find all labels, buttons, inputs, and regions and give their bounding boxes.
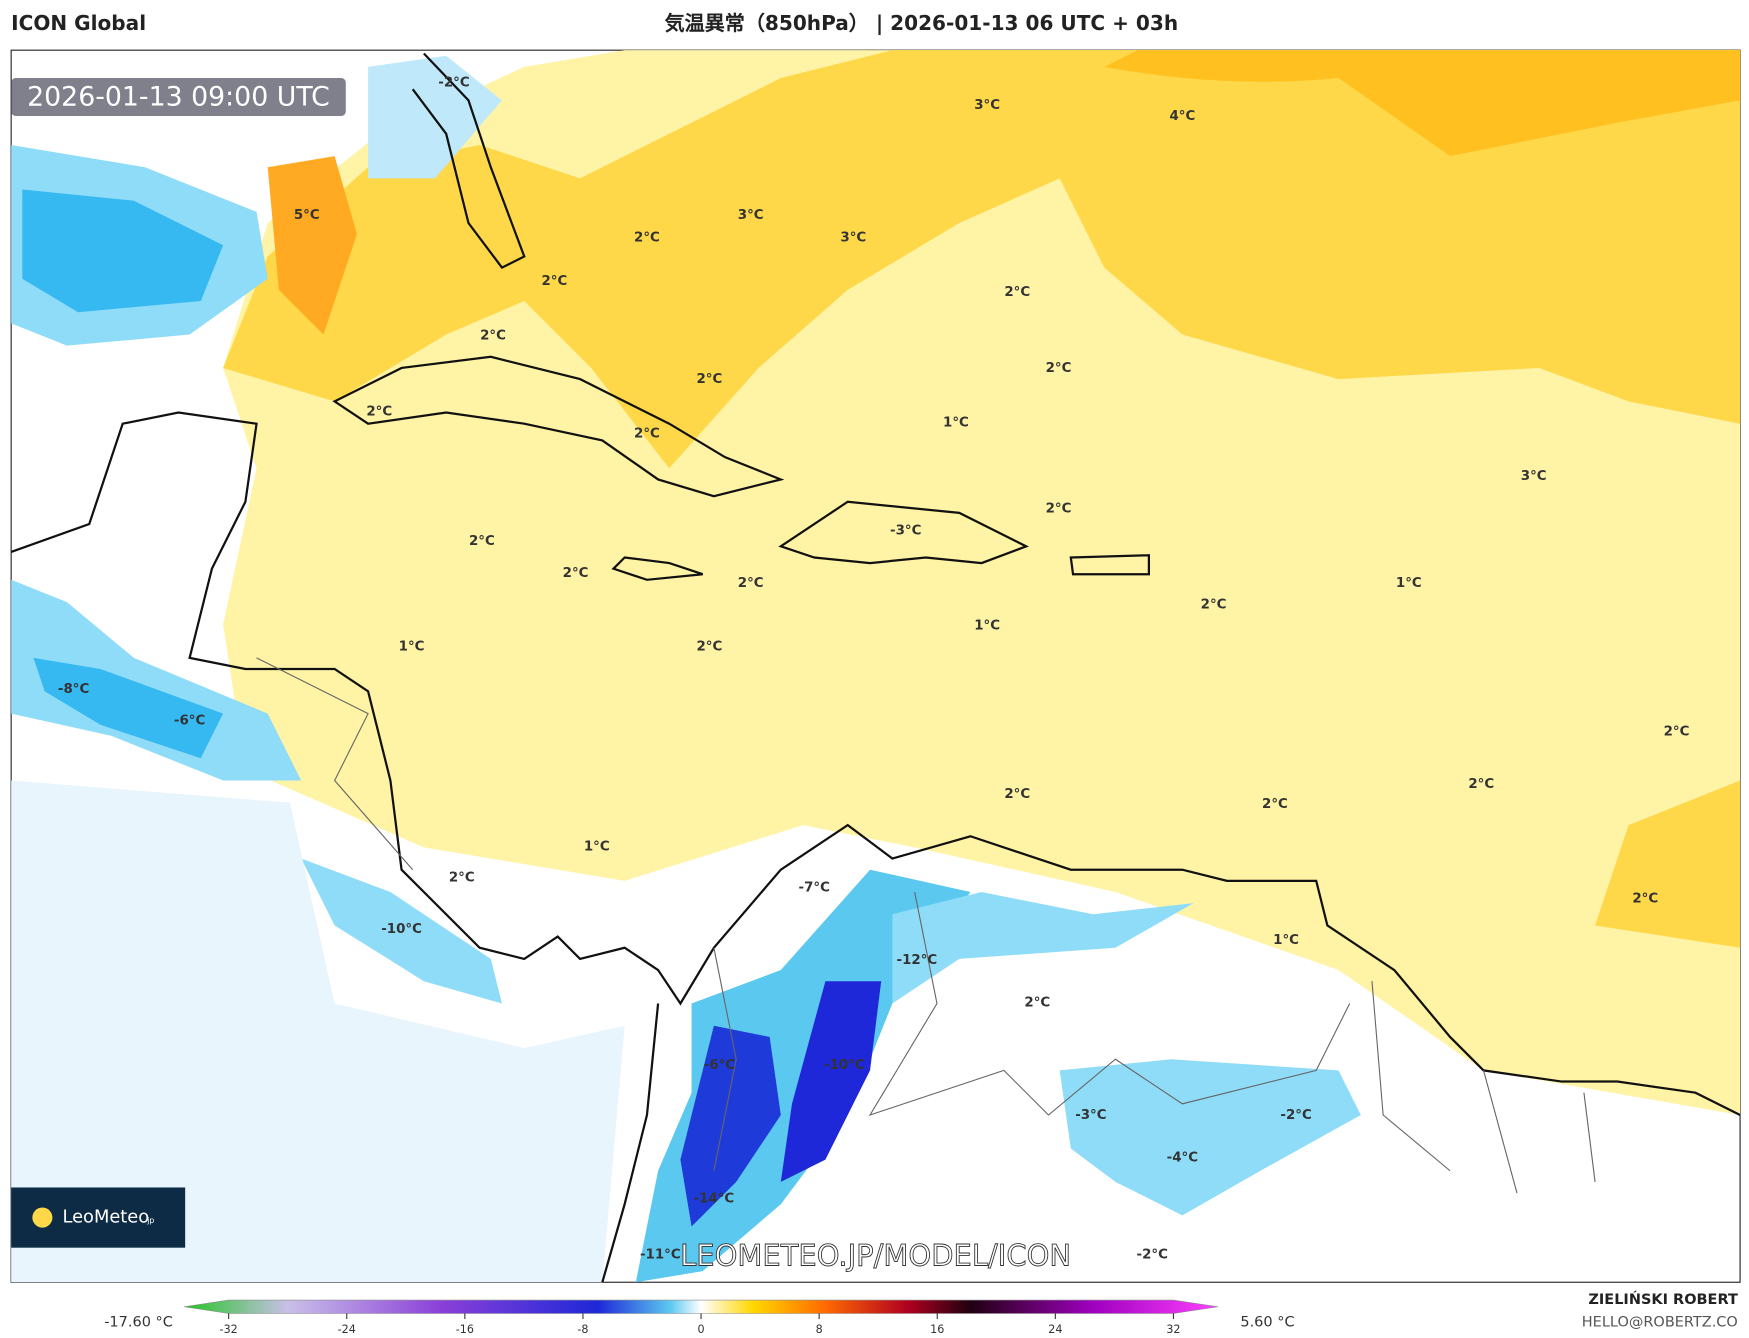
- contour-label: 2°C: [1046, 501, 1072, 516]
- watermark: LEOMETEO.JP/MODEL/ICON: [680, 1239, 1071, 1273]
- contour-label: 2°C: [1024, 995, 1050, 1010]
- logo: LeoMeteo: [62, 1207, 149, 1228]
- colorbar-tick-label: 8: [816, 1323, 823, 1336]
- colorbar-tick-label: 0: [698, 1323, 705, 1336]
- timestamp: 2026-01-13 09:00 UTC: [27, 82, 330, 113]
- contour-label: 5°C: [294, 208, 320, 223]
- contour-label: 3°C: [738, 208, 764, 223]
- contour-label: 2°C: [449, 871, 475, 886]
- contour-label: -2°C: [438, 76, 469, 91]
- logo-suffix: jp: [146, 1216, 154, 1225]
- contour-label: 4°C: [1169, 109, 1195, 124]
- contour-label: 2°C: [480, 329, 506, 344]
- contour-label: -4°C: [1167, 1150, 1198, 1165]
- contour-label: -6°C: [704, 1058, 735, 1073]
- map: 2026-01-13 09:00 UTC LeoMeteo jp LEOMETE…: [10, 49, 1741, 1283]
- contour-label: -2°C: [1137, 1247, 1168, 1262]
- contour-label: 2°C: [1262, 797, 1288, 812]
- contour-label: 1°C: [584, 839, 610, 854]
- author: ZIELIŃSKI ROBERT: [1588, 1290, 1738, 1308]
- contour-label: 1°C: [399, 640, 425, 655]
- contour-label: -11°C: [640, 1247, 681, 1262]
- contour-label: 1°C: [1273, 933, 1299, 948]
- contact: HELLO@ROBERTZ.CO: [1582, 1314, 1738, 1330]
- contour-label: 2°C: [1201, 597, 1227, 612]
- contour-label: 2°C: [1004, 787, 1030, 802]
- model-name: ICON Global: [11, 11, 146, 35]
- contour-label: -3°C: [1075, 1108, 1106, 1123]
- colorbar-tick-label: 32: [1166, 1323, 1180, 1336]
- contour-label: 3°C: [1521, 469, 1547, 484]
- contour-label: 3°C: [974, 98, 1000, 113]
- contour-label: 2°C: [1004, 285, 1030, 300]
- contour-label: -3°C: [890, 524, 921, 539]
- contour-label: 2°C: [697, 372, 723, 387]
- contour-label: 2°C: [738, 576, 764, 591]
- chart-title: 気温異常（850hPa） | 2026-01-13 06 UTC + 03h: [665, 11, 1179, 35]
- colorbar-min: -17.60 °C: [104, 1314, 173, 1330]
- contour-label: 2°C: [563, 566, 589, 581]
- colorbar-tick-label: -32: [220, 1323, 238, 1336]
- contour-label: -2°C: [1280, 1108, 1311, 1123]
- contour-label: 2°C: [1046, 361, 1072, 376]
- contour-label: 2°C: [1468, 777, 1494, 792]
- contour-label: 2°C: [541, 274, 567, 289]
- contour-label: -7°C: [799, 881, 830, 896]
- contour-label: -12°C: [897, 953, 938, 968]
- contour-label: 2°C: [469, 534, 495, 549]
- contour-label: 2°C: [1664, 724, 1690, 739]
- colorbar-tick-label: 16: [930, 1323, 944, 1336]
- contour-label: 2°C: [634, 230, 660, 245]
- colorbar-tick-label: -8: [577, 1323, 588, 1336]
- contour-label: 2°C: [634, 427, 660, 442]
- contour-label: 2°C: [1632, 892, 1658, 907]
- contour-label: 1°C: [1396, 576, 1422, 591]
- colorbar: -32 -24 -16 -8 0 8 16 24 32: [184, 1299, 1219, 1336]
- contour-label: -14°C: [694, 1192, 735, 1207]
- contour-label: -10°C: [824, 1058, 865, 1073]
- colorbar-tick-label: -16: [456, 1323, 474, 1336]
- colorbar-max: 5.60 °C: [1240, 1314, 1294, 1330]
- contour-label: 2°C: [366, 404, 392, 419]
- contour-label: -6°C: [174, 713, 205, 728]
- contour-label: 1°C: [974, 619, 1000, 634]
- contour-label: 2°C: [697, 640, 723, 655]
- contour-label: -8°C: [58, 682, 89, 697]
- colorbar-tick-label: -24: [338, 1323, 356, 1336]
- colorbar-tick-label: 24: [1048, 1323, 1062, 1336]
- contour-label: 3°C: [840, 230, 866, 245]
- contour-label: 1°C: [943, 416, 969, 431]
- contour-label: -10°C: [381, 922, 422, 937]
